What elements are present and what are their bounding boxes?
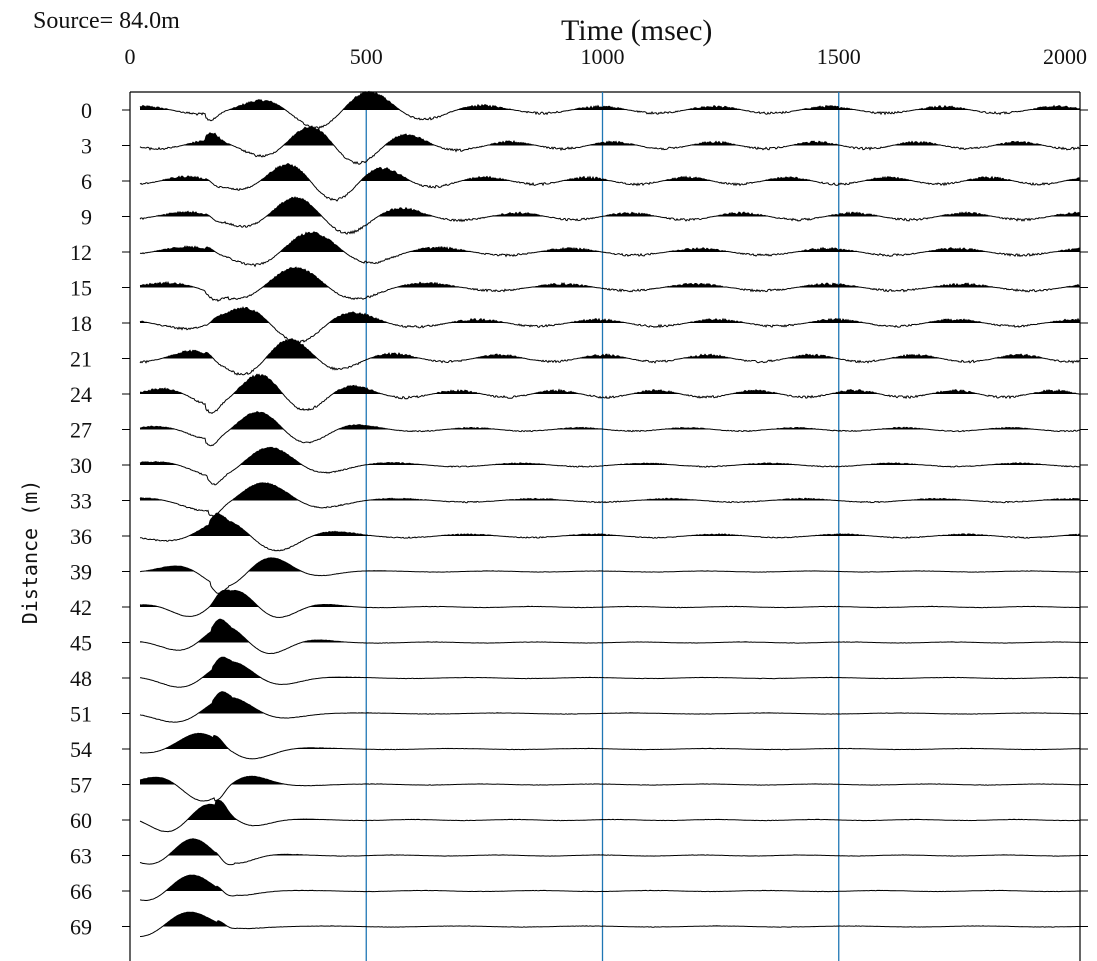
- trace-fill-51m: [198, 691, 1066, 714]
- trace-fill-57m: [140, 776, 1070, 785]
- trace-57m: [139, 775, 1080, 802]
- y-tick-label: 54: [70, 737, 92, 762]
- y-tick-label: 66: [70, 879, 92, 904]
- trace-3m: [139, 125, 1081, 165]
- y-tick-label: 45: [70, 631, 92, 656]
- x-tick-label: 1500: [817, 44, 861, 69]
- y-tick-label: 3: [81, 134, 92, 159]
- y-tick-label: 42: [70, 595, 92, 620]
- x-tick-label: 0: [125, 44, 136, 69]
- trace-9m: [139, 196, 1081, 235]
- y-tick-label: 60: [70, 808, 92, 833]
- trace-69m: [140, 911, 1080, 937]
- trace-fill-66m: [166, 875, 1024, 891]
- y-tick-label: 39: [70, 560, 92, 585]
- trace-45m: [139, 618, 1081, 655]
- trace-39m: [139, 557, 1081, 594]
- y-tick-label: 57: [70, 773, 92, 798]
- trace-60m: [139, 799, 1081, 833]
- trace-24m: [139, 373, 1081, 415]
- trace-18m: [139, 306, 1081, 344]
- trace-42m: [139, 589, 1081, 619]
- y-tick-label: 36: [70, 524, 92, 549]
- trace-fill-39m: [141, 557, 1055, 572]
- y-tick-label: 12: [70, 240, 92, 265]
- y-tick-label: 0: [81, 98, 92, 123]
- y-tick-label: 48: [70, 666, 92, 691]
- trace-fill-45m: [140, 619, 1080, 643]
- trace-63m: [139, 838, 1081, 866]
- y-tick-label: 6: [81, 169, 92, 194]
- trace-15m: [139, 266, 1081, 303]
- x-tick-label: 1000: [581, 44, 625, 69]
- trace-fill-69m: [163, 912, 1080, 927]
- y-tick-label: 9: [81, 205, 92, 230]
- source-label: Source= 84.0m: [33, 8, 180, 34]
- trace-51m: [139, 691, 1081, 723]
- y-tick-label: 51: [70, 702, 92, 727]
- trace-fill-48m: [140, 657, 1080, 678]
- trace-fill-0m: [140, 91, 1080, 110]
- trace-6m: [139, 163, 1081, 202]
- trace-fill-60m: [188, 800, 1042, 820]
- y-tick-label: 21: [70, 347, 92, 372]
- y-tick-label: 18: [70, 311, 92, 336]
- trace-54m: [139, 732, 1080, 760]
- y-tick-label: 63: [70, 844, 92, 869]
- trace-fill-3m: [182, 126, 1045, 146]
- trace-12m: [139, 231, 1081, 268]
- trace-fill-63m: [168, 838, 1031, 856]
- x-tick-label: 500: [350, 44, 383, 69]
- trace-fill-33m: [140, 482, 1080, 501]
- y-tick-label: 27: [70, 418, 92, 443]
- trace-30m: [139, 446, 1080, 486]
- y-tick-label: 33: [70, 489, 92, 514]
- trace-fill-6m: [160, 163, 1080, 181]
- y-tick-label: 30: [70, 453, 92, 478]
- trace-66m: [139, 874, 1081, 902]
- x-axis-title: Time (msec): [561, 14, 713, 47]
- y-tick-label: 24: [70, 382, 92, 407]
- trace-27m: [139, 410, 1081, 447]
- trace-fill-42m: [140, 590, 1055, 607]
- x-tick-label: 2000: [1043, 44, 1087, 69]
- trace-fill-30m: [140, 447, 1049, 465]
- trace-0m: [139, 90, 1081, 130]
- trace-21m: [139, 338, 1081, 376]
- trace-fill-15m: [140, 267, 1080, 288]
- y-tick-label: 15: [70, 276, 92, 301]
- trace-33m: [139, 482, 1081, 517]
- y-tick-label: 69: [70, 915, 92, 940]
- trace-36m: [139, 512, 1081, 552]
- trace-fill-54m: [165, 733, 1080, 749]
- trace-48m: [139, 656, 1081, 688]
